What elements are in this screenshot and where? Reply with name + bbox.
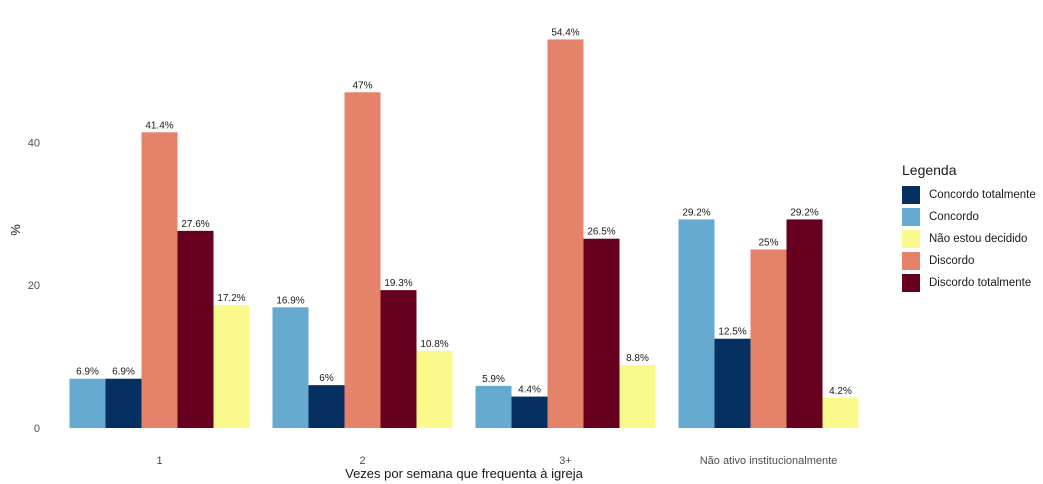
legend-key bbox=[902, 274, 920, 292]
legend-item: Não estou decidido bbox=[902, 228, 1036, 250]
bar-data-label: 47% bbox=[352, 80, 372, 91]
bar bbox=[583, 238, 620, 428]
bar-data-label: 6.9% bbox=[76, 367, 99, 378]
legend-label: Não estou decidido bbox=[929, 233, 1028, 245]
bar-data-label: 29.2% bbox=[790, 207, 818, 218]
bar bbox=[714, 338, 751, 428]
bar bbox=[547, 39, 584, 429]
bar-data-label: 16.9% bbox=[276, 295, 304, 306]
legend-key bbox=[902, 186, 920, 204]
bar bbox=[822, 398, 859, 428]
bar-data-label: 27.6% bbox=[181, 219, 209, 230]
x-tick-label: 2 bbox=[359, 455, 365, 467]
legend-item: Discordo bbox=[902, 250, 1036, 272]
bar-data-label: 19.3% bbox=[384, 278, 412, 289]
legend-title: Legenda bbox=[902, 162, 957, 178]
y-axis-title: % bbox=[8, 224, 23, 236]
legend-label: Discordo bbox=[929, 255, 975, 267]
bar bbox=[344, 92, 381, 429]
bar-data-label: 5.9% bbox=[482, 374, 505, 385]
legend-key bbox=[902, 252, 920, 270]
legend-items: Concordo totalmente Concordo Não estou dec… bbox=[902, 184, 1036, 294]
bar-data-label: 17.2% bbox=[217, 293, 245, 304]
bar bbox=[750, 249, 787, 428]
bar bbox=[380, 290, 417, 428]
bar-data-label: 54.4% bbox=[551, 27, 579, 38]
bar-data-label: 12.5% bbox=[718, 327, 746, 338]
bar-data-label: 25% bbox=[758, 237, 778, 248]
bar bbox=[786, 219, 823, 428]
bar bbox=[141, 132, 178, 429]
bar bbox=[308, 385, 345, 428]
y-tick-label: 0 bbox=[34, 423, 40, 435]
bar bbox=[416, 350, 453, 428]
bar-data-label: 26.5% bbox=[587, 227, 615, 238]
bar bbox=[511, 396, 548, 428]
bar-data-label: 8.8% bbox=[626, 353, 649, 364]
bar bbox=[177, 230, 214, 428]
bar-data-label: 4.2% bbox=[829, 386, 852, 397]
y-tick-label: 40 bbox=[28, 137, 40, 149]
bar bbox=[678, 219, 715, 428]
legend-item: Discordo totalmente bbox=[902, 272, 1036, 294]
bar-data-label: 6% bbox=[319, 373, 334, 384]
x-tick-label: Não ativo institucionalmente bbox=[700, 455, 838, 467]
bar-data-label: 6.9% bbox=[112, 367, 135, 378]
bars bbox=[69, 39, 859, 429]
bar-data-label: 41.4% bbox=[145, 120, 173, 131]
bar-data-label: 29.2% bbox=[682, 207, 710, 218]
bar-data-label: 10.8% bbox=[420, 339, 448, 350]
bar bbox=[475, 385, 512, 428]
x-tick-label: 3+ bbox=[559, 455, 572, 467]
y-tick-label: 20 bbox=[28, 280, 40, 292]
bar bbox=[105, 378, 142, 428]
x-axis-title: Vezes por semana que frequenta à igreja bbox=[345, 466, 584, 481]
legend-key bbox=[902, 230, 920, 248]
legend-key bbox=[902, 208, 920, 226]
legend-label: Concordo totalmente bbox=[929, 189, 1036, 201]
bar bbox=[272, 307, 309, 428]
bar bbox=[619, 365, 656, 428]
bar bbox=[69, 378, 106, 428]
legend-label: Concordo bbox=[929, 211, 979, 223]
bar-data-label: 4.4% bbox=[518, 385, 541, 396]
bar-labels: 6.9% 6.9% 41.4% 27.6% 17.2% 16.9% 6% 47% 19.3% 10… bbox=[76, 27, 852, 397]
legend-item: Concordo totalmente bbox=[902, 184, 1036, 206]
x-axis: 1 2 3+ Não ativo institucionalmente bbox=[156, 455, 837, 467]
legend-item: Concordo bbox=[902, 206, 1036, 228]
legend: Legenda Concordo totalmente Concordo Não e… bbox=[902, 162, 1036, 294]
y-axis: 0 20 40 bbox=[28, 137, 40, 435]
bar bbox=[213, 305, 250, 428]
x-tick-label: 1 bbox=[156, 455, 162, 467]
legend-label: Discordo totalmente bbox=[929, 277, 1032, 289]
